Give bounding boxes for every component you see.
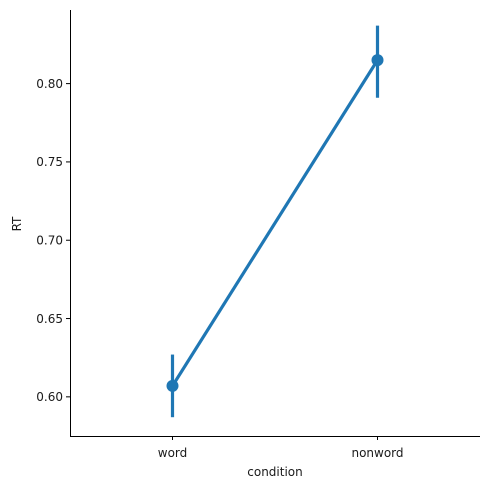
plot-area bbox=[166, 25, 384, 418]
y-tick-label: 0.65 bbox=[36, 312, 63, 326]
x-tick-label: word bbox=[158, 446, 188, 460]
y-tick-label: 0.75 bbox=[36, 155, 63, 169]
y-axis-ticks: 0.60 0.65 0.70 0.75 0.80 bbox=[36, 77, 70, 404]
y-tick-label: 0.80 bbox=[36, 77, 63, 91]
series-line bbox=[171, 59, 379, 387]
data-point bbox=[371, 54, 384, 67]
x-axis-label: condition bbox=[247, 465, 302, 479]
x-tick-label: nonword bbox=[351, 446, 403, 460]
data-point bbox=[166, 379, 179, 392]
x-axis-ticks: word nonword bbox=[158, 436, 404, 460]
y-tick-label: 0.70 bbox=[36, 234, 63, 248]
y-tick-label: 0.60 bbox=[36, 390, 63, 404]
y-axis-label: RT bbox=[10, 216, 24, 231]
